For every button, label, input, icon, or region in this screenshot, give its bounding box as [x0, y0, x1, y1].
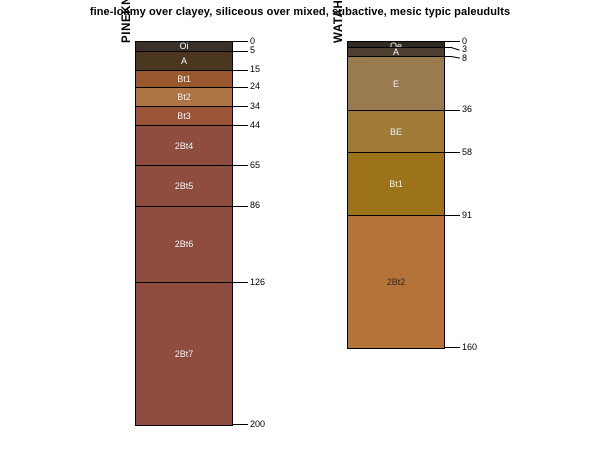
horizon-band: E [348, 57, 444, 111]
horizon-label: Bt3 [177, 111, 191, 122]
horizon-label: Bt2 [177, 92, 191, 103]
depth-value: 8 [462, 52, 468, 63]
depth-value: 200 [250, 418, 266, 429]
depth-tick [444, 56, 452, 58]
horizon-band: A [136, 51, 232, 71]
horizon-band: Oi [136, 42, 232, 52]
profile-column-pineknot: Oi A Bt1 Bt2 Bt3 2Bt4 2Bt5 2Bt6 2Bt7 [135, 41, 233, 426]
horizon-band: Bt2 [136, 87, 232, 108]
horizon-band: Oe [348, 42, 444, 48]
depth-tick [232, 424, 240, 425]
depth-leader-line [239, 165, 248, 167]
horizon-label: A [180, 55, 187, 66]
chart-title: fine-loamy over clayey, siliceous over m… [89, 6, 511, 18]
depth-tick [232, 165, 240, 167]
depth-tick [232, 106, 240, 108]
horizon-band: Bt1 [348, 153, 444, 217]
horizon-band: Bt3 [136, 107, 232, 127]
horizon-band: A [348, 47, 444, 58]
horizon-label: 2Bt7 [174, 348, 194, 359]
horizon-band: Bt1 [136, 70, 232, 88]
depth-value: 58 [462, 146, 473, 157]
depth-leader-line [451, 215, 460, 217]
depth-value: 15 [250, 64, 261, 75]
depth-tick [232, 41, 240, 42]
depth-leader-line [239, 424, 248, 425]
depth-value: 5 [250, 45, 256, 56]
horizon-band: BE [348, 110, 444, 154]
depth-value: 86 [250, 200, 261, 211]
depth-value: 65 [250, 159, 261, 170]
horizon-label: Oe [389, 42, 402, 48]
profile-column-watahala: Oe A E BE Bt1 2Bt2 [347, 41, 445, 350]
depth-leader-line [450, 56, 461, 59]
depth-value: 3 [462, 44, 468, 54]
depth-tick [444, 152, 452, 154]
depth-tick [444, 41, 452, 42]
horizon-label: Oi [179, 42, 189, 52]
horizon-label: BE [389, 126, 402, 137]
depth-value: 44 [250, 119, 261, 130]
depth-tick [444, 347, 452, 349]
depth-leader-line [239, 50, 248, 52]
horizon-label: E [392, 78, 399, 89]
horizon-label: Bt1 [389, 179, 403, 190]
horizon-band: 2Bt4 [136, 126, 232, 167]
depth-value: 126 [250, 276, 266, 287]
horizon-label: 2Bt4 [174, 140, 194, 151]
depth-leader-line [450, 46, 461, 51]
depth-leader-line [239, 106, 248, 108]
horizon-band: 2Bt2 [348, 216, 444, 349]
horizon-label: 2Bt5 [174, 181, 194, 192]
horizon-label: 2Bt2 [386, 276, 406, 287]
horizon-band: 2Bt5 [136, 166, 232, 207]
depth-tick [232, 69, 240, 71]
depth-leader-line [451, 41, 460, 42]
depth-value: 0 [250, 35, 256, 46]
depth-tick [232, 125, 240, 127]
depth-tick [232, 205, 240, 207]
depth-tick [232, 282, 240, 284]
profile-name-watahala: WATAHALA [333, 0, 345, 43]
depth-leader-line [239, 282, 248, 284]
depth-leader-line [239, 125, 248, 127]
depth-leader-line [239, 41, 248, 42]
depth-tick [232, 86, 240, 88]
horizon-label: 2Bt6 [174, 239, 194, 250]
depth-tick [444, 46, 452, 48]
depth-value: 91 [462, 209, 473, 220]
depth-value: 24 [250, 81, 261, 92]
depth-tick [444, 109, 452, 111]
horizon-label: Bt1 [177, 73, 191, 84]
depth-leader-line [239, 69, 248, 71]
depth-leader-line [239, 86, 248, 88]
horizon-band: 2Bt6 [136, 206, 232, 284]
depth-value: 36 [462, 104, 473, 115]
horizon-label: A [392, 47, 399, 58]
depth-value: 0 [462, 35, 468, 46]
depth-value: 160 [462, 341, 478, 352]
depth-value: 34 [250, 100, 261, 111]
depth-tick [232, 50, 240, 52]
horizon-band: 2Bt7 [136, 283, 232, 425]
depth-leader-line [451, 347, 460, 349]
depth-tick [444, 215, 452, 217]
depth-leader-line [451, 152, 460, 154]
depth-leader-line [451, 109, 460, 111]
depth-leader-line [239, 205, 248, 207]
